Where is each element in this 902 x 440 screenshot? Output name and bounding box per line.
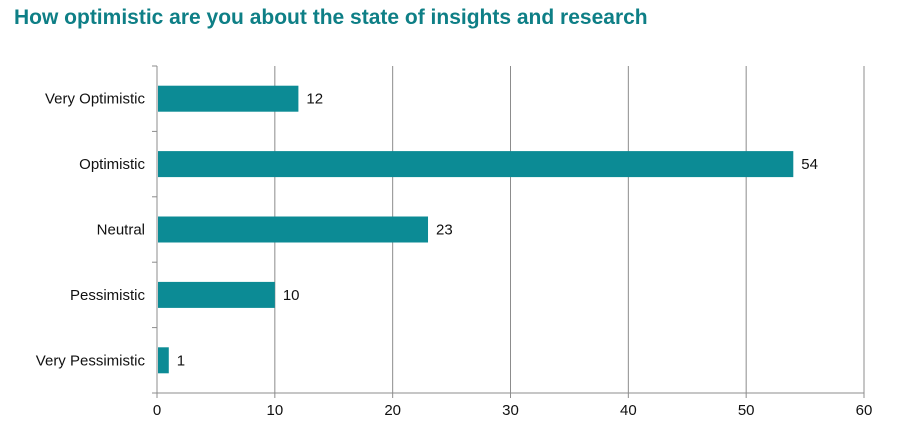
- category-label: Pessimistic: [70, 287, 146, 304]
- bar-very-pessimistic: [158, 347, 169, 374]
- bar-very-optimistic: [158, 85, 299, 112]
- x-tick-label: 30: [502, 402, 519, 419]
- x-tick-label: 10: [266, 402, 283, 419]
- data-label: 54: [801, 156, 818, 173]
- x-tick-label: 50: [738, 402, 755, 419]
- x-tick-label: 0: [153, 402, 161, 419]
- category-label: Neutral: [97, 222, 145, 239]
- data-label: 1: [177, 352, 185, 369]
- data-label: 12: [306, 91, 323, 108]
- category-label: Very Pessimistic: [36, 352, 146, 369]
- x-tick-label: 60: [856, 402, 873, 419]
- data-label: 10: [283, 287, 300, 304]
- x-tick-label: 40: [620, 402, 637, 419]
- category-label: Very Optimistic: [45, 91, 146, 108]
- bar-optimistic: [158, 151, 794, 178]
- bar-neutral: [158, 216, 429, 243]
- labels: 0 10 20 30 40 50 60 Very Optimistic 12 Optimistic…: [36, 91, 873, 419]
- x-tick-label: 20: [384, 402, 401, 419]
- chart-title: How optimistic are you about the state o…: [14, 6, 648, 29]
- bars: [158, 85, 794, 374]
- axes: [152, 65, 865, 398]
- data-label: 23: [436, 222, 453, 239]
- category-label: Optimistic: [79, 156, 145, 173]
- bar-pessimistic: [158, 281, 275, 308]
